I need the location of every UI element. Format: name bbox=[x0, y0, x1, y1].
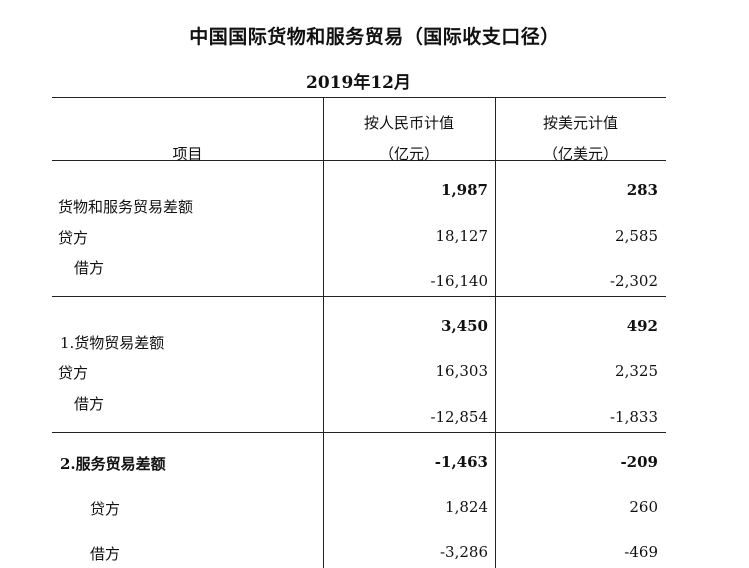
header-rmb-line1: 按人民币计值 bbox=[363, 114, 454, 132]
row-label-total-credit: 贷方 bbox=[58, 229, 89, 247]
row-usd-total-balance: 283 bbox=[626, 181, 658, 199]
column-divider-item bbox=[323, 97, 324, 568]
column-divider-rmb bbox=[495, 97, 496, 568]
row-label-services-credit: 贷方 bbox=[90, 500, 121, 518]
header-item: 项目 bbox=[172, 145, 203, 163]
row-label-services-debit: 借方 bbox=[90, 545, 121, 563]
row-label-total-debit: 借方 bbox=[74, 259, 105, 277]
header-rmb-line2: （亿元） bbox=[378, 145, 439, 163]
report-period: 2019年12月 bbox=[306, 73, 411, 93]
row-label-goods-credit: 贷方 bbox=[58, 364, 89, 382]
row-rmb-services-credit: 1,824 bbox=[445, 498, 488, 516]
row-rmb-goods-balance: 3,450 bbox=[441, 317, 488, 335]
row-rmb-services-debit: -3,286 bbox=[439, 543, 488, 561]
section-1-bottom-rule bbox=[52, 296, 666, 297]
row-rmb-total-debit: -16,140 bbox=[430, 272, 488, 290]
row-label-total-balance: 货物和服务贸易差额 bbox=[58, 198, 194, 216]
header-bottom-rule bbox=[52, 160, 666, 161]
row-label-goods-balance: 1.货物贸易差额 bbox=[60, 334, 165, 352]
row-usd-services-balance: -209 bbox=[620, 453, 658, 471]
row-usd-total-debit: -2,302 bbox=[609, 272, 658, 290]
row-rmb-goods-credit: 16,303 bbox=[435, 362, 489, 380]
section-2-bottom-rule bbox=[52, 432, 666, 433]
row-usd-services-credit: 260 bbox=[629, 498, 658, 516]
header-usd-line1: 按美元计值 bbox=[542, 114, 618, 132]
row-usd-goods-credit: 2,325 bbox=[615, 362, 658, 380]
row-rmb-total-balance: 1,987 bbox=[441, 181, 488, 199]
row-label-goods-debit: 借方 bbox=[74, 395, 105, 413]
row-usd-total-credit: 2,585 bbox=[615, 227, 658, 245]
table-top-rule bbox=[52, 97, 666, 98]
row-rmb-total-credit: 18,127 bbox=[435, 227, 489, 245]
report-title: 中国国际货物和服务贸易（国际收支口径） bbox=[189, 26, 560, 48]
row-rmb-services-balance: -1,463 bbox=[434, 453, 488, 471]
row-usd-services-debit: -469 bbox=[624, 543, 658, 561]
header-usd-line2: （亿美元） bbox=[542, 145, 618, 163]
row-label-services-balance: 2.服务贸易差额 bbox=[60, 455, 166, 473]
row-rmb-goods-debit: -12,854 bbox=[430, 408, 488, 426]
row-usd-goods-balance: 492 bbox=[626, 317, 658, 335]
row-usd-goods-debit: -1,833 bbox=[609, 408, 658, 426]
